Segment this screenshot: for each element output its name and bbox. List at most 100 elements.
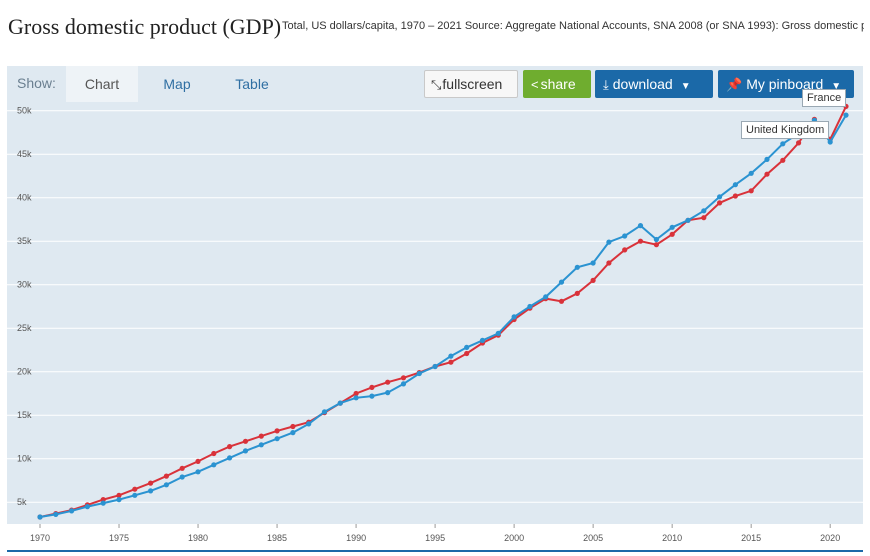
data-point-france[interactable]	[622, 247, 628, 253]
data-point-united-kingdom[interactable]	[732, 182, 739, 188]
series-line-united-kingdom	[39, 114, 847, 518]
data-point-united-kingdom[interactable]	[37, 514, 43, 520]
data-point-united-kingdom[interactable]	[685, 217, 691, 223]
data-point-united-kingdom[interactable]	[116, 497, 122, 503]
data-point-united-kingdom[interactable]	[827, 139, 833, 145]
data-point-france[interactable]	[701, 215, 707, 221]
data-point-united-kingdom[interactable]	[132, 492, 138, 498]
data-point-france[interactable]	[717, 200, 723, 206]
data-point-france[interactable]	[400, 375, 407, 381]
data-point-united-kingdom[interactable]	[84, 504, 90, 510]
data-point-france[interactable]	[274, 428, 280, 434]
data-point-united-kingdom[interactable]	[306, 421, 312, 427]
data-point-france[interactable]	[132, 486, 138, 492]
data-point-france[interactable]	[464, 350, 470, 357]
data-point-united-kingdom[interactable]	[669, 224, 675, 230]
data-point-france[interactable]	[590, 277, 596, 283]
data-point-france[interactable]	[148, 480, 154, 486]
data-point-united-kingdom[interactable]	[701, 208, 707, 214]
data-point-united-kingdom[interactable]	[843, 112, 849, 118]
data-point-united-kingdom[interactable]	[543, 294, 549, 300]
data-point-france[interactable]	[227, 444, 233, 450]
data-point-france[interactable]	[764, 171, 770, 177]
data-point-united-kingdom[interactable]	[653, 236, 660, 243]
data-point-united-kingdom[interactable]	[527, 303, 533, 310]
data-point-united-kingdom[interactable]	[321, 409, 328, 415]
data-point-united-kingdom[interactable]	[53, 511, 59, 517]
data-point-france[interactable]	[796, 140, 802, 146]
data-point-united-kingdom[interactable]	[258, 442, 264, 448]
x-tick-label: 1970	[30, 533, 50, 543]
data-point-france[interactable]	[369, 384, 375, 390]
data-point-united-kingdom[interactable]	[274, 436, 280, 442]
fullscreen-button[interactable]: ⤡fullscreen	[424, 70, 518, 98]
data-point-france[interactable]	[290, 423, 296, 430]
data-point-united-kingdom[interactable]	[400, 381, 407, 387]
data-point-france[interactable]	[258, 433, 264, 439]
x-tick-label: 1980	[188, 533, 208, 543]
data-point-united-kingdom[interactable]	[748, 170, 754, 176]
data-point-united-kingdom[interactable]	[637, 223, 644, 229]
pinboard-button[interactable]: 📌 My pinboard ▼	[718, 70, 854, 98]
data-point-france[interactable]	[669, 231, 675, 237]
tab-map[interactable]: Map	[163, 76, 191, 92]
data-point-france[interactable]	[116, 492, 122, 498]
data-point-france[interactable]	[163, 473, 169, 479]
data-point-france[interactable]	[558, 298, 565, 304]
share-button[interactable]: < share	[523, 70, 591, 98]
data-point-france[interactable]	[637, 238, 644, 244]
data-point-united-kingdom[interactable]	[179, 474, 185, 480]
data-point-united-kingdom[interactable]	[148, 488, 154, 494]
data-point-france[interactable]	[353, 390, 359, 397]
data-point-united-kingdom[interactable]	[590, 260, 596, 266]
data-point-france[interactable]	[780, 157, 786, 163]
data-point-france[interactable]	[448, 359, 454, 365]
tab-chart[interactable]: Chart	[66, 66, 138, 102]
data-point-united-kingdom[interactable]	[448, 353, 454, 359]
data-point-united-kingdom[interactable]	[195, 469, 201, 475]
share-icon: <	[531, 77, 539, 92]
data-point-united-kingdom[interactable]	[69, 508, 75, 514]
data-point-united-kingdom[interactable]	[495, 330, 501, 336]
x-tick-label: 2020	[820, 533, 840, 543]
data-point-united-kingdom[interactable]	[416, 370, 422, 377]
data-point-france[interactable]	[606, 260, 612, 266]
data-point-united-kingdom[interactable]	[558, 279, 565, 285]
data-point-united-kingdom[interactable]	[764, 156, 770, 162]
data-point-united-kingdom[interactable]	[780, 141, 786, 147]
data-point-united-kingdom[interactable]	[353, 395, 359, 401]
data-point-france[interactable]	[653, 242, 660, 248]
data-point-france[interactable]	[748, 188, 754, 194]
data-point-france[interactable]	[242, 438, 249, 444]
data-point-france[interactable]	[195, 458, 201, 464]
data-point-france[interactable]	[179, 465, 185, 471]
data-point-united-kingdom[interactable]	[432, 363, 438, 370]
data-point-united-kingdom[interactable]	[464, 344, 470, 350]
y-tick-label: 20k	[17, 367, 32, 377]
data-point-united-kingdom[interactable]	[337, 400, 343, 406]
data-point-united-kingdom[interactable]	[622, 233, 628, 239]
data-point-united-kingdom[interactable]	[574, 264, 580, 270]
data-point-france[interactable]	[211, 450, 217, 457]
data-point-united-kingdom[interactable]	[227, 455, 233, 461]
data-point-united-kingdom[interactable]	[100, 500, 106, 506]
chevron-down-icon: ▼	[680, 81, 691, 92]
data-point-united-kingdom[interactable]	[211, 462, 217, 468]
y-tick-label: 35k	[17, 236, 32, 246]
data-point-united-kingdom[interactable]	[242, 448, 249, 454]
fullscreen-icon: ⤡	[431, 77, 442, 92]
data-point-united-kingdom[interactable]	[369, 393, 375, 399]
data-point-united-kingdom[interactable]	[717, 194, 723, 200]
data-point-united-kingdom[interactable]	[511, 314, 517, 320]
data-point-france[interactable]	[385, 379, 391, 385]
download-label: download	[612, 76, 673, 92]
data-point-united-kingdom[interactable]	[385, 390, 391, 396]
data-point-united-kingdom[interactable]	[163, 482, 169, 488]
data-point-france[interactable]	[732, 193, 739, 199]
download-button[interactable]: ⤓ download ▼	[595, 70, 713, 98]
tab-table[interactable]: Table	[235, 76, 269, 92]
data-point-united-kingdom[interactable]	[606, 239, 612, 245]
data-point-france[interactable]	[574, 290, 580, 296]
data-point-united-kingdom[interactable]	[290, 430, 296, 436]
data-point-united-kingdom[interactable]	[479, 337, 486, 343]
